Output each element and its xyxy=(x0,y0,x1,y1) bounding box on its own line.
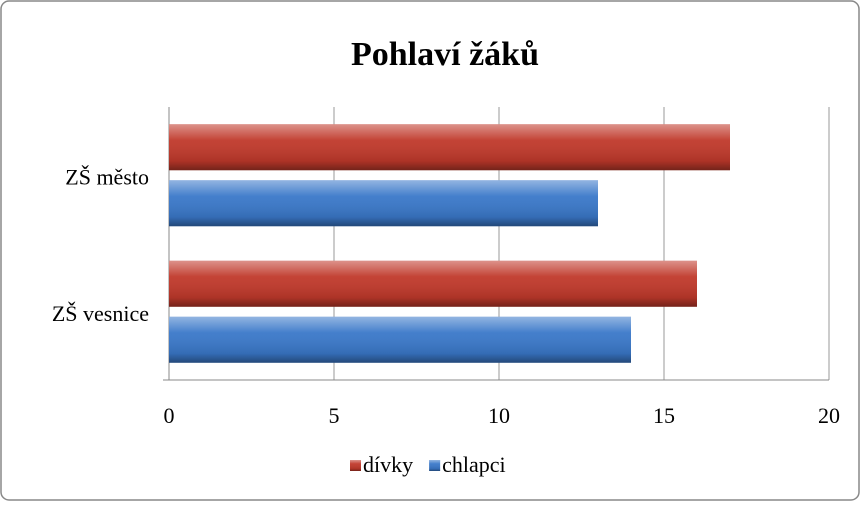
bar-shade xyxy=(169,316,631,363)
x-tick-label: 0 xyxy=(164,403,175,428)
x-tick-label: 5 xyxy=(329,403,340,428)
legend-swatch-shade xyxy=(350,460,361,471)
y-tick-label: ZŠ město xyxy=(65,164,149,189)
bar-shade xyxy=(169,260,697,307)
bar-shade xyxy=(169,180,598,227)
bar-shade xyxy=(169,124,730,171)
x-tick-label: 15 xyxy=(653,403,675,428)
legend-label: dívky xyxy=(363,452,413,477)
chart-title: Pohlaví žáků xyxy=(351,36,539,73)
x-tick-label: 10 xyxy=(488,403,510,428)
legend-label: chlapci xyxy=(442,452,506,477)
x-tick-label: 20 xyxy=(818,403,840,428)
y-tick-label: ZŠ vesnice xyxy=(52,301,149,326)
legend-swatch-shade xyxy=(429,460,441,471)
